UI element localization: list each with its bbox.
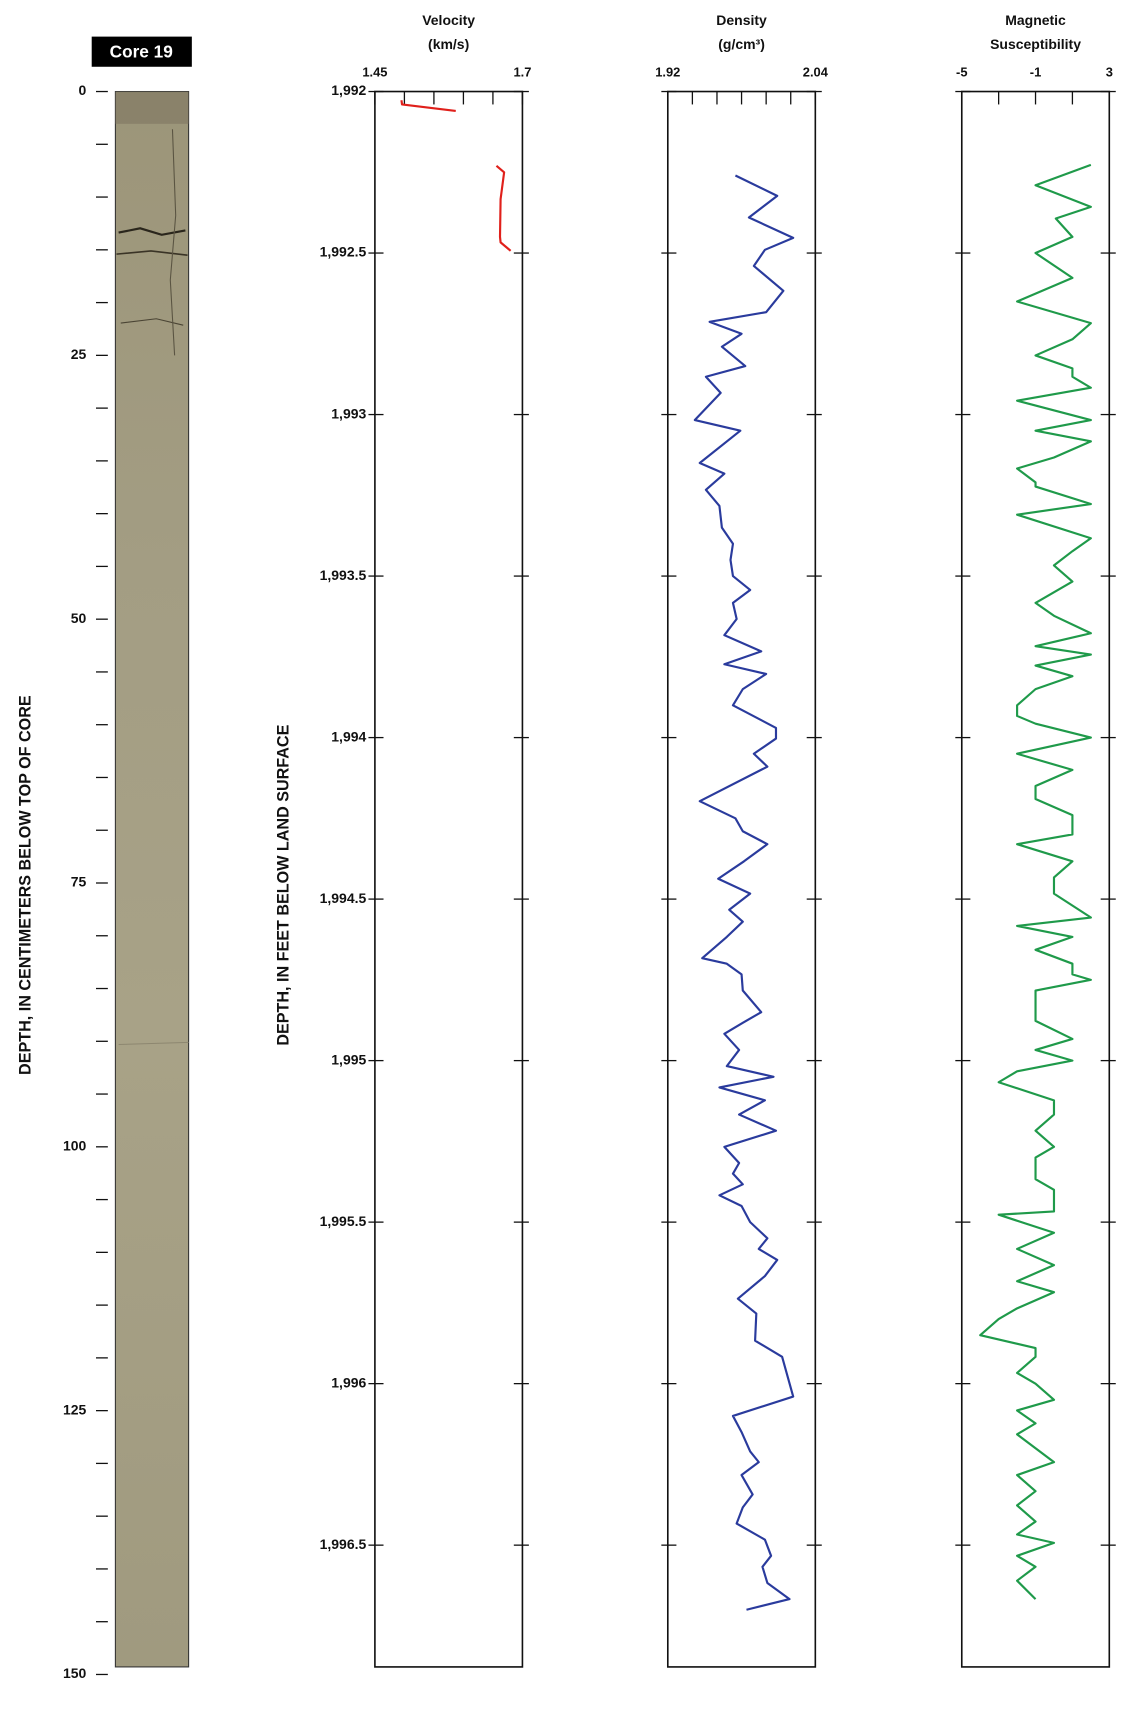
y-tick-label: 125 [63,1401,87,1417]
data-line [695,176,793,1610]
y-tick-label: 1,992.5 [320,244,367,260]
y-tick-label: 1,994.5 [320,890,367,906]
y-tick-label: 150 [63,1665,87,1681]
y-axis-label: DEPTH, IN FEET BELOW LAND SURFACE [275,724,293,1045]
y-tick-label: 1,994 [331,728,366,744]
y-tick-label: 25 [71,346,87,362]
core-label: Core 19 [110,41,173,61]
page: Core 19 DEPTH, IN CENTIMETERS BELOW TOP … [0,0,1131,1710]
y-tick-label: 1,992 [331,82,366,98]
y-tick-label: 50 [71,610,87,626]
panel-title: Density [716,12,767,28]
y-axis-label: DEPTH, IN CENTIMETERS BELOW TOP OF CORE [16,695,34,1075]
x-tick-label: -1 [1030,65,1041,80]
chart: Core 19 DEPTH, IN CENTIMETERS BELOW TOP … [0,0,1131,1710]
x-tick-label: 1.45 [362,65,387,80]
data-line [401,100,510,251]
y-tick-label: 75 [71,874,87,890]
data-line [980,165,1091,1599]
y-tick-label: 1,993.5 [320,567,367,583]
y-tick-label: 1,995.5 [320,1213,367,1229]
panel-title: (km/s) [428,36,469,52]
y-tick-label: 1,993 [331,405,366,421]
y-tick-label: 100 [63,1138,87,1154]
y-tick-label: 1,996.5 [320,1536,367,1552]
plot-frame [962,92,1110,1667]
panel-title: (g/cm³) [718,36,765,52]
panel-title: Magnetic [1005,12,1066,28]
x-tick-label: 1.7 [513,65,531,80]
x-tick-label: 3 [1106,65,1113,80]
x-tick-label: 2.04 [803,65,829,80]
y-tick-label: 0 [79,82,87,98]
plot-frame [375,92,523,1667]
y-tick-label: 1,995 [331,1051,366,1067]
panel-title: Velocity [422,12,475,28]
panel-title: Susceptibility [990,36,1081,52]
y-tick-label: 1,996 [331,1374,366,1390]
x-tick-label: -5 [956,65,967,80]
core-photo [115,92,188,1667]
x-tick-label: 1.92 [655,65,680,80]
